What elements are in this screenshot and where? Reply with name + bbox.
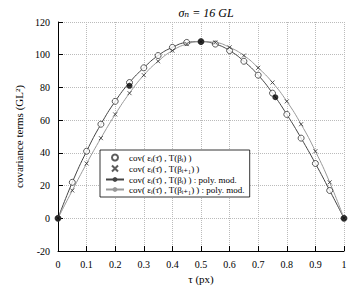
svg-text:20: 20 — [40, 180, 50, 191]
svg-text:cov( εᵢ(τ̄) , T(βᵢ) ) : poly.: cov( εᵢ(τ̄) , T(βᵢ) ) : poly. mod. — [129, 175, 237, 185]
svg-text:cov( εᵢ(τ̄) , T(βᵢ) ): cov( εᵢ(τ̄) , T(βᵢ) ) — [129, 153, 191, 163]
svg-text:80: 80 — [40, 82, 50, 93]
svg-text:0.1: 0.1 — [80, 259, 93, 270]
svg-text:τ (px): τ (px) — [188, 273, 214, 286]
svg-text:0.8: 0.8 — [281, 259, 294, 270]
svg-text:0.5: 0.5 — [195, 259, 208, 270]
svg-text:0.7: 0.7 — [252, 259, 265, 270]
svg-text:0.9: 0.9 — [309, 259, 322, 270]
svg-text:60: 60 — [40, 115, 50, 126]
svg-text:0.3: 0.3 — [138, 259, 151, 270]
svg-text:100: 100 — [35, 49, 50, 60]
svg-text:0.6: 0.6 — [223, 259, 236, 270]
svg-text:σₙ = 16 GL: σₙ = 16 GL — [178, 6, 234, 20]
svg-text:0: 0 — [56, 259, 61, 270]
svg-text:covariance terms (GL²): covariance terms (GL²) — [13, 85, 26, 188]
svg-text:cov( εᵢ(τ̄) , T(βᵢ₊₁) ) : poly: cov( εᵢ(τ̄) , T(βᵢ₊₁) ) : poly. mod. — [129, 185, 245, 195]
svg-text:0.4: 0.4 — [166, 259, 179, 270]
svg-text:40: 40 — [40, 147, 50, 158]
svg-text:120: 120 — [35, 17, 50, 28]
svg-text:0: 0 — [45, 213, 50, 224]
svg-text:1: 1 — [342, 259, 347, 270]
svg-text:0.2: 0.2 — [109, 259, 122, 270]
svg-text:cov( εᵢ(τ̄) , T(βᵢ₊₁) ): cov( εᵢ(τ̄) , T(βᵢ₊₁) ) — [129, 164, 199, 174]
svg-text:-20: -20 — [37, 246, 50, 257]
